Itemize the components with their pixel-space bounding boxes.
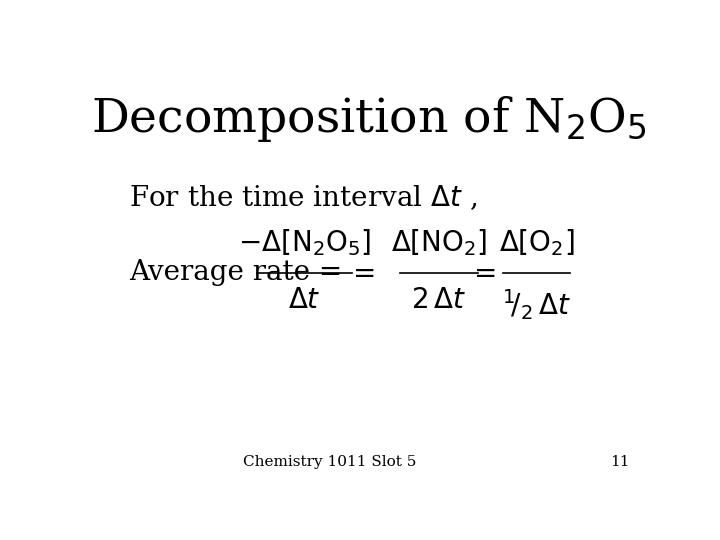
Text: $2\,\Delta t$: $2\,\Delta t$ — [411, 287, 466, 314]
Text: $\Delta[\mathrm{NO_2}]$: $\Delta[\mathrm{NO_2}]$ — [390, 227, 487, 258]
Text: Decomposition of N$_2$O$_5$: Decomposition of N$_2$O$_5$ — [91, 94, 647, 144]
Text: $-\Delta[\mathrm{N_2O_5}]$: $-\Delta[\mathrm{N_2O_5}]$ — [238, 227, 372, 258]
Text: $=$: $=$ — [468, 259, 496, 286]
Text: 11: 11 — [611, 455, 630, 469]
Text: $\Delta[\mathrm{O_2}]$: $\Delta[\mathrm{O_2}]$ — [499, 227, 574, 258]
Text: Average rate =: Average rate = — [129, 259, 351, 286]
Text: $=$: $=$ — [347, 259, 374, 286]
Text: $\Delta t$: $\Delta t$ — [289, 287, 321, 314]
Text: For the time interval $\Delta t$ ,: For the time interval $\Delta t$ , — [129, 184, 477, 212]
Text: $^1\!/_2\,\Delta t$: $^1\!/_2\,\Delta t$ — [502, 287, 571, 322]
Text: Chemistry 1011 Slot 5: Chemistry 1011 Slot 5 — [243, 455, 417, 469]
